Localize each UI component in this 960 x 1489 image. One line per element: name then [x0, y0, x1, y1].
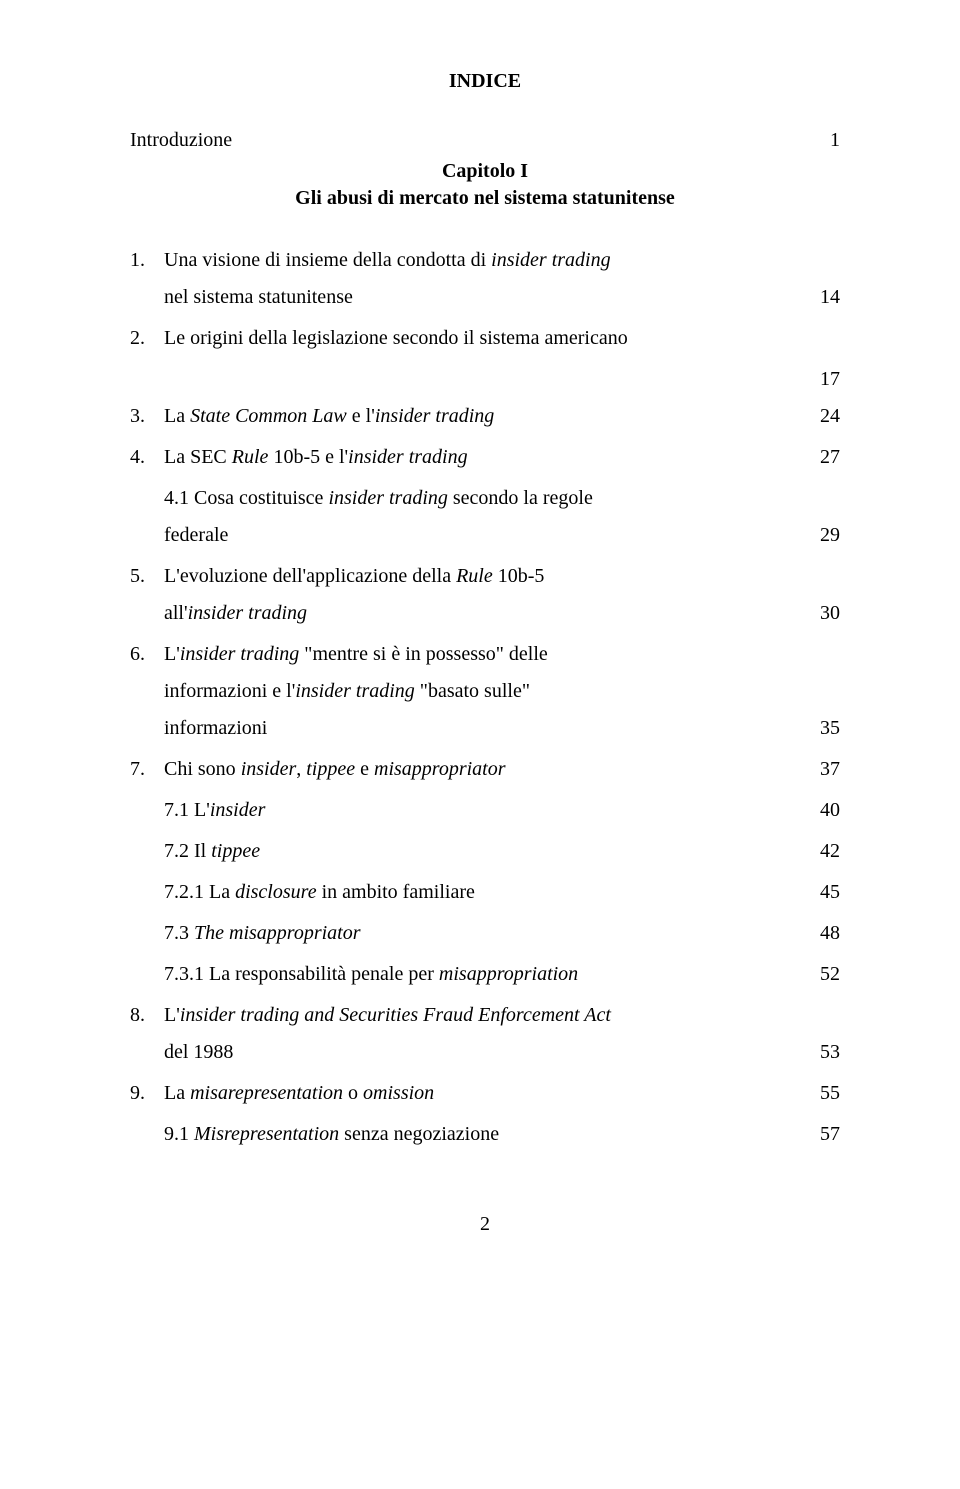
toc-entry-page: 37 [810, 751, 840, 788]
intro-page: 1 [830, 129, 840, 152]
toc-entry-text: federale [164, 517, 810, 554]
toc-entry-text: nel sistema statunitense [164, 279, 810, 316]
toc-entry-page: 30 [810, 595, 840, 632]
toc-entry-page: 29 [810, 517, 840, 554]
toc-item-number: 9. [130, 1075, 164, 1112]
toc-item-number: 7. [130, 751, 164, 788]
toc-standalone-page: 17 [130, 361, 840, 398]
toc-entry-page: 40 [810, 792, 840, 829]
toc-entry-text: all'insider trading [164, 595, 810, 632]
toc-item-number: 5. [130, 558, 164, 595]
toc-item: 8.L'insider trading and Securities Fraud… [130, 997, 840, 1071]
toc-subitem: 9.1 Misrepresentation senza negoziazione… [130, 1116, 840, 1153]
toc-entry-page: 48 [810, 915, 840, 952]
toc-entry-page: 57 [810, 1116, 840, 1153]
toc-subitem: 7.2.1 La disclosure in ambito familiare4… [130, 874, 840, 911]
toc-entry-page: 45 [810, 874, 840, 911]
toc-subitem: 7.1 L'insider40 [130, 792, 840, 829]
toc-entry-text: Le origini della legislazione secondo il… [164, 320, 840, 357]
toc-subitem: 4.1 Cosa costituisce insider trading sec… [130, 480, 840, 554]
toc-entry-text: L'insider trading "mentre si è in posses… [164, 636, 840, 673]
toc-entry-text: La State Common Law e l'insider trading [164, 398, 810, 435]
page-number: 2 [130, 1213, 840, 1236]
toc-subitem: 7.3 The misappropriator48 [130, 915, 840, 952]
chapter-title: Gli abusi di mercato nel sistema statuni… [130, 187, 840, 210]
toc-item-number: 3. [130, 398, 164, 435]
toc-entry-page: 52 [810, 956, 840, 993]
toc-entry-text: del 1988 [164, 1034, 810, 1071]
toc-entry-text: 7.3.1 La responsabilità penale per misap… [164, 956, 810, 993]
toc-entry-page: 27 [810, 439, 840, 476]
toc-entry-page: 14 [810, 279, 840, 316]
toc-item: 6.L'insider trading "mentre si è in poss… [130, 636, 840, 747]
toc-entry-page: 35 [810, 710, 840, 747]
toc-entry-text: L'insider trading and Securities Fraud E… [164, 997, 840, 1034]
chapter-heading: Capitolo I [130, 160, 840, 183]
toc-list: 1.Una visione di insieme della condotta … [130, 242, 840, 1153]
toc-item-number: 4. [130, 439, 164, 476]
toc-entry-page: 24 [810, 398, 840, 435]
toc-item: 7.Chi sono insider, tippee e misappropri… [130, 751, 840, 788]
toc-entry-text: 7.3 The misappropriator [164, 915, 810, 952]
toc-entry-text: Chi sono insider, tippee e misappropriat… [164, 751, 810, 788]
toc-item-number: 1. [130, 242, 164, 279]
toc-entry-page: 55 [810, 1075, 840, 1112]
toc-entry-text: 4.1 Cosa costituisce insider trading sec… [164, 480, 840, 517]
toc-entry-text: La misarepresentation o omission [164, 1075, 810, 1112]
toc-item-number: 8. [130, 997, 164, 1034]
toc-item: 5.L'evoluzione dell'applicazione della R… [130, 558, 840, 632]
toc-entry-text: Una visione di insieme della condotta di… [164, 242, 840, 279]
toc-entry-text: La SEC Rule 10b-5 e l'insider trading [164, 439, 810, 476]
toc-entry-text: L'evoluzione dell'applicazione della Rul… [164, 558, 840, 595]
toc-item: 1.Una visione di insieme della condotta … [130, 242, 840, 316]
toc-subitem: 7.3.1 La responsabilità penale per misap… [130, 956, 840, 993]
toc-entry-page: 42 [810, 833, 840, 870]
toc-item: 3.La State Common Law e l'insider tradin… [130, 398, 840, 435]
document-title: INDICE [130, 70, 840, 93]
intro-row: Introduzione 1 [130, 129, 840, 152]
toc-entry-text: 7.2.1 La disclosure in ambito familiare [164, 874, 810, 911]
toc-subitem: 7.2 Il tippee42 [130, 833, 840, 870]
toc-entry-text: informazioni e l'insider trading "basato… [164, 673, 840, 710]
toc-entry-text: 7.2 Il tippee [164, 833, 810, 870]
toc-item: 4.La SEC Rule 10b-5 e l'insider trading2… [130, 439, 840, 476]
toc-item-number: 6. [130, 636, 164, 673]
toc-entry-text: informazioni [164, 710, 810, 747]
toc-item: 2.Le origini della legislazione secondo … [130, 320, 840, 357]
toc-entry-text: 7.1 L'insider [164, 792, 810, 829]
toc-item-number: 2. [130, 320, 164, 357]
intro-label: Introduzione [130, 129, 232, 152]
toc-entry-text: 9.1 Misrepresentation senza negoziazione [164, 1116, 810, 1153]
toc-item: 9.La misarepresentation o omission55 [130, 1075, 840, 1112]
toc-entry-page: 53 [810, 1034, 840, 1071]
